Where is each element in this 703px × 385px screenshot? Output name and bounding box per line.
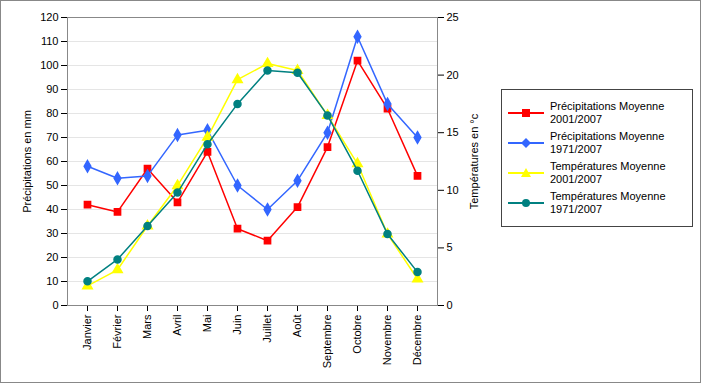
svg-text:Août: Août: [291, 315, 303, 338]
svg-text:Février: Février: [111, 314, 123, 349]
html-text:Précipitations Moyenne 1971/20: Précipitations Moyenne 1971/2007: [550, 130, 665, 155]
svg-text:10: 10: [46, 275, 58, 287]
svg-text:30: 30: [46, 227, 58, 239]
svg-text:Septembre: Septembre: [321, 315, 333, 369]
html-text:Températures Moyenne 2001/2007: Températures Moyenne 2001/2007: [550, 160, 666, 185]
svg-text:Mai: Mai: [201, 315, 213, 333]
svg-text:20: 20: [447, 69, 459, 81]
svg-text:50: 50: [46, 179, 58, 191]
html-text:Températures Moyenne 1971/2007: Températures Moyenne 1971/2007: [550, 190, 666, 215]
svg-text:Précipitations en mm: Précipitations en mm: [21, 110, 33, 213]
svg-text:Avril: Avril: [171, 315, 183, 336]
svg-text:40: 40: [46, 203, 58, 215]
svg-text:Octobre: Octobre: [351, 315, 363, 354]
svg-text:110: 110: [41, 35, 59, 47]
svg-text:25: 25: [447, 11, 459, 23]
svg-text:70: 70: [46, 131, 58, 143]
svg-text:5: 5: [447, 241, 453, 253]
svg-text:Novembre: Novembre: [381, 315, 393, 366]
svg-text:100: 100: [40, 59, 58, 71]
svg-text:0: 0: [52, 299, 58, 311]
svg-text:20: 20: [46, 251, 58, 263]
html-text:Précipitations Moyenne 2001/20: Précipitations Moyenne 2001/2007: [550, 100, 665, 125]
svg-text:Janvier: Janvier: [81, 314, 93, 350]
svg-text:Températures en °c: Températures en °c: [468, 113, 480, 209]
svg-text:Juillet: Juillet: [261, 315, 273, 343]
svg-text:Mars: Mars: [141, 314, 153, 339]
svg-text:Décembre: Décembre: [411, 315, 423, 366]
svg-text:90: 90: [46, 83, 58, 95]
svg-text:60: 60: [46, 155, 58, 167]
svg-text:0: 0: [447, 299, 453, 311]
svg-text:Juin: Juin: [231, 315, 243, 335]
svg-text:80: 80: [46, 107, 58, 119]
svg-text:120: 120: [40, 11, 58, 23]
svg-text:10: 10: [447, 184, 459, 196]
svg-text:15: 15: [447, 126, 459, 138]
